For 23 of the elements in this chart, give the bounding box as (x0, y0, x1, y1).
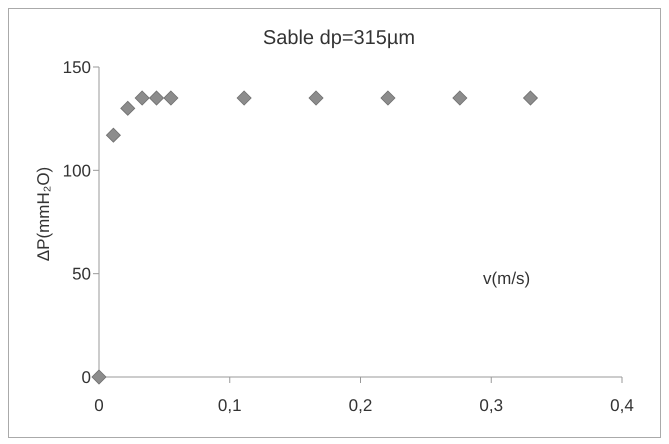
x-tick-label: 0,2 (348, 396, 372, 416)
point (380, 90, 396, 106)
point (236, 90, 252, 106)
y-tick-label: 100 (62, 161, 91, 180)
y-tick-label: 150 (62, 58, 91, 78)
y-tick-label: 50 (72, 264, 91, 284)
point (452, 90, 468, 106)
point (308, 90, 324, 106)
x-tick-label: 0,1 (218, 396, 242, 416)
chart-title: Sable dp=315µm (262, 27, 416, 49)
x-axis-title: v(m/s) (483, 269, 530, 288)
point (164, 90, 178, 106)
y-tick-label: 0 (82, 368, 91, 388)
point (134, 90, 150, 106)
point (149, 90, 164, 106)
x-tick-label: 0,3 (479, 396, 504, 416)
x-tick-label: 0,4 (610, 396, 634, 416)
point (120, 100, 136, 116)
point (92, 370, 106, 384)
point (523, 90, 538, 106)
y-axis-title: ΔP(mmH₂O) (34, 166, 53, 262)
x-tick-label: 0 (94, 396, 104, 416)
point (106, 128, 121, 143)
